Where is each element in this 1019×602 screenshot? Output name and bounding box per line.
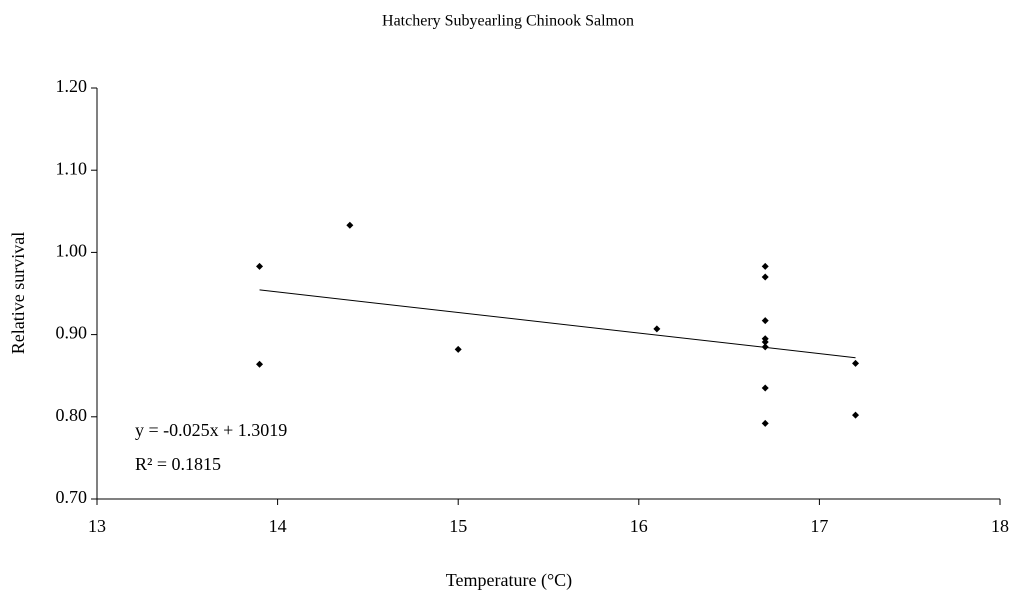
data-point [852, 359, 860, 367]
equation-annotation: y = -0.025x + 1.3019 [135, 420, 287, 440]
data-point [256, 360, 264, 368]
data-point [454, 345, 462, 353]
x-tick-label: 15 [449, 516, 467, 536]
x-axis-label: Temperature (°C) [446, 570, 572, 591]
y-tick-label: 1.10 [56, 158, 88, 178]
y-tick-label: 1.00 [56, 241, 88, 261]
x-tick-label: 14 [269, 516, 287, 536]
data-point [761, 343, 769, 351]
x-tick-label: 13 [88, 516, 106, 536]
data-point [761, 384, 769, 392]
y-tick-label: 0.90 [56, 323, 88, 343]
data-point [346, 221, 354, 229]
x-tick-label: 16 [630, 516, 648, 536]
x-tick-label: 17 [810, 516, 828, 536]
r2-annotation: R² = 0.1815 [135, 454, 221, 474]
data-point [761, 338, 769, 346]
data-point [761, 262, 769, 270]
x-tick-label: 18 [991, 516, 1009, 536]
data-point [852, 411, 860, 419]
y-axis-label: Relative survival [8, 232, 28, 354]
y-tick-label: 0.70 [56, 487, 88, 507]
chart-title: Hatchery Subyearling Chinook Salmon [382, 13, 634, 30]
trendline [259, 289, 856, 359]
y-tick-label: 0.80 [56, 405, 88, 425]
y-tick-label: 1.20 [56, 76, 88, 96]
data-point [256, 262, 264, 270]
data-point [761, 419, 769, 427]
data-point [761, 317, 769, 325]
data-point [761, 273, 769, 281]
data-point [653, 325, 661, 333]
